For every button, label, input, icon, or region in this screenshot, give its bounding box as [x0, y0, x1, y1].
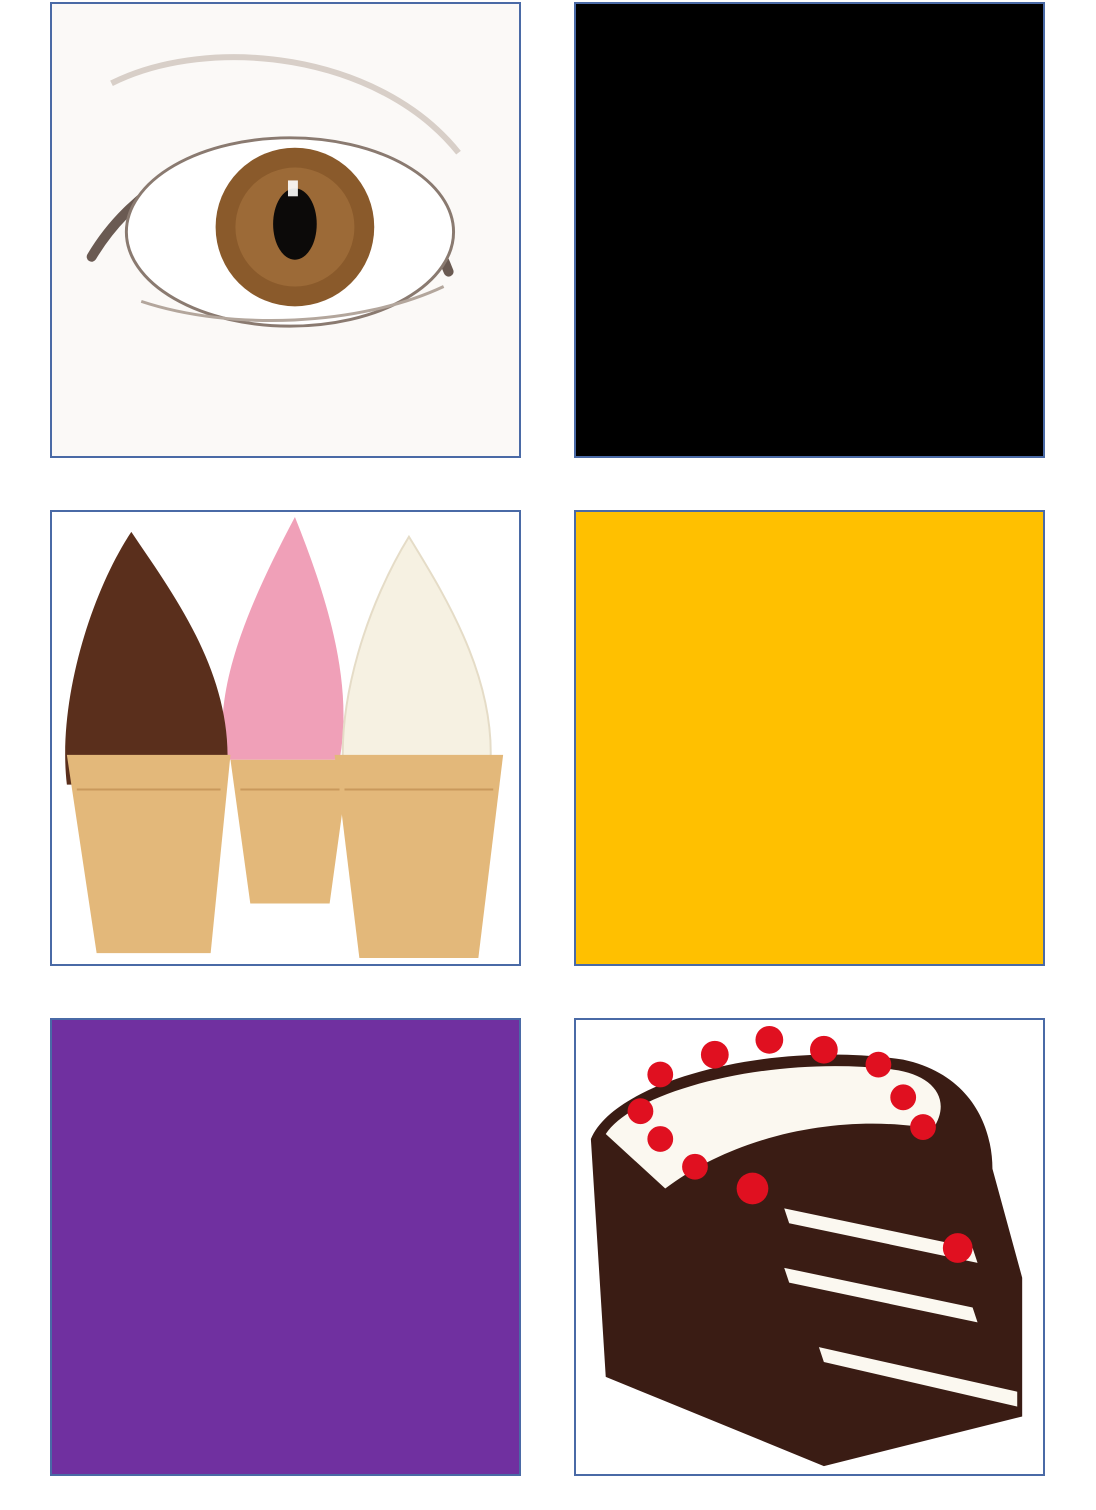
black-forest-cake-icon: [576, 1020, 1043, 1474]
black-swatch: [576, 4, 1043, 456]
card-ice-cream: [50, 510, 521, 966]
card-purple-swatch: [50, 1018, 521, 1476]
card-amber-swatch: [574, 510, 1045, 966]
purple-swatch: [52, 1020, 519, 1474]
card-cake: [574, 1018, 1045, 1476]
amber-swatch: [576, 512, 1043, 964]
eye-icon: [52, 4, 519, 456]
ice-cream-cones-icon: [52, 512, 519, 964]
card-black-swatch: [574, 2, 1045, 458]
card-eye: [50, 2, 521, 458]
